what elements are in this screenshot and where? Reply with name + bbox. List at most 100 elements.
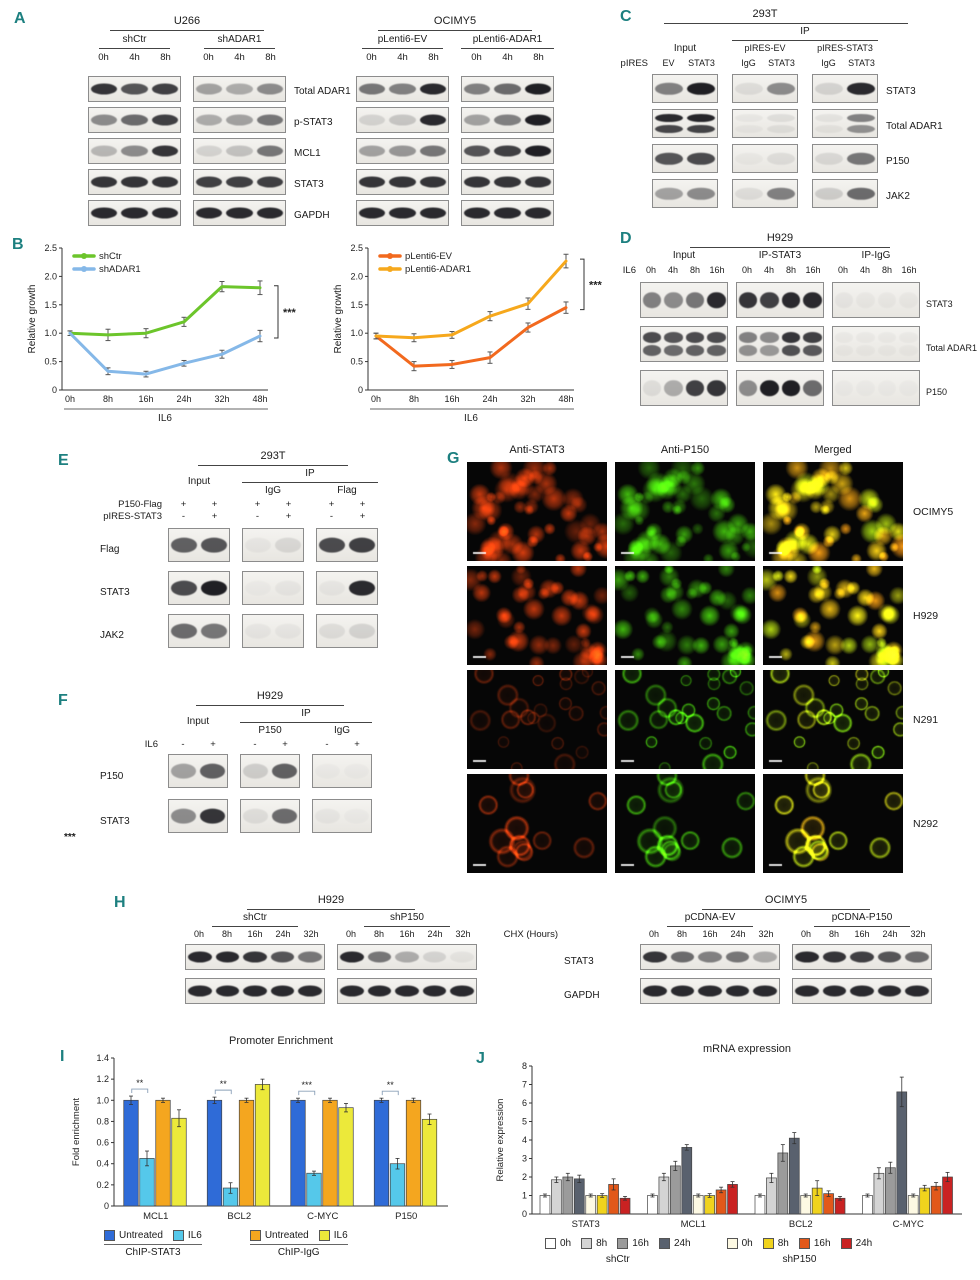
blot-lane bbox=[186, 979, 214, 1003]
y-tick-label: 0.5 bbox=[44, 357, 57, 367]
protein-band bbox=[738, 292, 757, 308]
blot-row-label: p-STAT3 bbox=[294, 117, 333, 128]
protein-band bbox=[256, 114, 283, 126]
protein-band bbox=[856, 345, 875, 355]
blot-box bbox=[356, 76, 449, 102]
panel-f-blot-grid bbox=[168, 754, 372, 844]
protein-band bbox=[781, 292, 800, 308]
blot-box bbox=[312, 799, 372, 833]
promoter-enrichment-chart: Promoter Enrichment Fold enrichment 0 0.2 0.… bbox=[68, 1032, 456, 1229]
lane-label: 0h bbox=[648, 929, 659, 939]
lane-label: 8h bbox=[221, 929, 232, 939]
protein-band bbox=[171, 537, 197, 553]
blot-row bbox=[356, 200, 554, 226]
protein-band bbox=[767, 114, 795, 123]
protein-band bbox=[200, 763, 225, 779]
panel-d-lane-labels: 0h 4h 8h 16h 0h 4h 8h 16h 0h 4h 8h 16h bbox=[640, 265, 920, 275]
blot-row bbox=[356, 107, 554, 133]
protein-band bbox=[835, 332, 854, 342]
fluorescence-image-ocimy5-anti-p150 bbox=[615, 462, 755, 561]
col-group-pires-stat3: pIRES-STAT3 bbox=[817, 43, 873, 53]
panel-j-letter: J bbox=[476, 1050, 485, 1067]
micro-row-label: OCIMY5 bbox=[913, 505, 954, 518]
legend-label: IL6 bbox=[187, 1230, 202, 1241]
blot-box bbox=[812, 74, 878, 103]
legend-item: 8h bbox=[762, 1238, 789, 1249]
protein-band bbox=[464, 207, 491, 219]
lane-label: + bbox=[211, 499, 218, 510]
blot-row bbox=[652, 179, 878, 208]
lane-label: - bbox=[181, 511, 186, 522]
panel-h-row-labels: STAT3 GAPDH bbox=[564, 944, 630, 1012]
panel-f-letter: F bbox=[58, 692, 68, 709]
blot-lane bbox=[903, 945, 931, 969]
protein-band bbox=[685, 380, 704, 396]
divider-line bbox=[362, 48, 443, 49]
protein-band bbox=[767, 152, 795, 165]
chart-title: mRNA expression bbox=[703, 1043, 791, 1055]
significance-marker: ** bbox=[136, 1078, 144, 1088]
blot-lane bbox=[357, 170, 387, 194]
legend-cluster-chip-igg: Untreated IL6 ChIP-IgG bbox=[249, 1230, 348, 1258]
protein-band bbox=[687, 124, 715, 133]
protein-band bbox=[815, 124, 843, 133]
blot-row-label: GAPDH bbox=[294, 210, 330, 221]
blot-lane bbox=[684, 327, 706, 361]
blot-box bbox=[193, 169, 286, 195]
protein-band bbox=[359, 176, 386, 188]
blot-box bbox=[337, 978, 477, 1004]
blot-row bbox=[168, 571, 378, 605]
protein-band bbox=[464, 176, 491, 188]
blot-lane bbox=[338, 979, 366, 1003]
blot-lane bbox=[653, 75, 685, 102]
blot-row bbox=[88, 200, 286, 226]
blot-box bbox=[832, 282, 920, 318]
legend-item: 0h bbox=[545, 1238, 571, 1249]
blot-lane bbox=[641, 371, 663, 405]
blot-row bbox=[640, 944, 932, 970]
protein-band bbox=[847, 114, 875, 123]
cell-line-label-h929: H929 bbox=[766, 232, 794, 244]
lane-label: 16h bbox=[805, 265, 821, 275]
protein-band bbox=[196, 207, 223, 219]
legend-label: 24h bbox=[855, 1238, 873, 1249]
fluorescence-image-n291-anti-p150 bbox=[615, 670, 755, 769]
lane-gap bbox=[304, 511, 316, 522]
protein-band bbox=[524, 145, 551, 157]
protein-band bbox=[794, 985, 819, 997]
protein-band bbox=[315, 808, 340, 824]
ocimy5-chx-blot-grid bbox=[640, 944, 932, 1012]
protein-band bbox=[642, 951, 667, 963]
blot-lane bbox=[418, 108, 448, 132]
blot-lane bbox=[194, 139, 224, 163]
legend-label: 16h bbox=[632, 1238, 649, 1249]
fluorescence-image-n291-merged bbox=[763, 670, 903, 769]
lane-label: + bbox=[328, 499, 335, 510]
legend-item: 24h bbox=[658, 1238, 691, 1249]
blot-row-label: Flag bbox=[100, 544, 120, 555]
condition-row-pires-stat3: - + - + - + bbox=[168, 511, 378, 522]
lane-label: + bbox=[285, 511, 292, 522]
lane-label: 16h bbox=[901, 265, 917, 275]
blot-lane bbox=[255, 108, 285, 132]
growth-overexpression-svg: 0 0.5 1.0 1.5 2.0 2.5 0h 8h 16h 24h 32h 48h IL6 Relat… bbox=[333, 243, 603, 424]
protein-band bbox=[275, 580, 301, 596]
blot-lane bbox=[855, 371, 877, 405]
protein-band bbox=[687, 114, 715, 123]
blot-box bbox=[652, 74, 718, 103]
protein-band bbox=[419, 145, 446, 157]
blot-lane bbox=[898, 327, 920, 361]
protein-band bbox=[687, 152, 715, 165]
lane-label: 16h bbox=[399, 929, 415, 939]
protein-band bbox=[171, 763, 196, 779]
protein-band bbox=[419, 176, 446, 188]
protein-band bbox=[349, 623, 375, 639]
blot-lane bbox=[387, 77, 417, 101]
blot-lane bbox=[724, 945, 752, 969]
blot-box bbox=[193, 200, 286, 226]
protein-band bbox=[878, 332, 897, 342]
blot-lane bbox=[269, 979, 297, 1003]
lane-prefix-pires: pIRES bbox=[620, 58, 648, 69]
